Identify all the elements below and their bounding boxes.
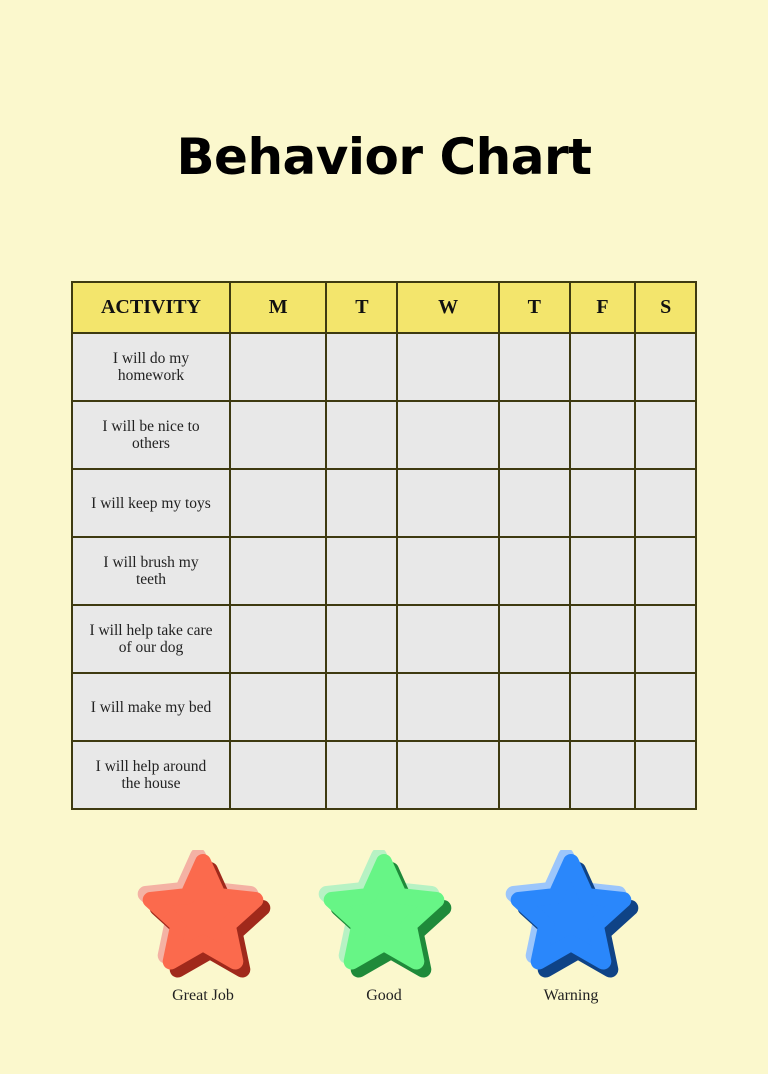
page-title: Behavior Chart [176, 128, 592, 186]
day-cell[interactable] [568, 536, 637, 606]
day-cell[interactable] [396, 536, 500, 606]
day-cell[interactable] [228, 468, 328, 538]
day-cell[interactable] [228, 536, 328, 606]
activity-label: I will brush my teeth [71, 536, 231, 606]
day-cell[interactable] [497, 740, 571, 810]
legend-item: Great Job [123, 850, 283, 1005]
star-icon [505, 850, 639, 978]
header-row: ACTIVITY M T W T F S [71, 281, 697, 334]
day-cell[interactable] [325, 332, 399, 402]
header-activity: ACTIVITY [71, 281, 231, 334]
day-cell[interactable] [568, 740, 637, 810]
day-cell[interactable] [325, 468, 399, 538]
star-icon [318, 850, 452, 978]
activity-label: I will make my bed [71, 672, 231, 742]
header-day: F [568, 281, 637, 334]
activity-label: I will be nice to others [71, 400, 231, 470]
day-cell[interactable] [568, 400, 637, 470]
table-row: I will keep my toys [71, 468, 697, 538]
day-cell[interactable] [634, 740, 697, 810]
table-row: I will help around the house [71, 740, 697, 810]
table-row: I will be nice to others [71, 400, 697, 470]
table-row: I will brush my teeth [71, 536, 697, 606]
day-cell[interactable] [497, 468, 571, 538]
table-row: I will do my homework [71, 332, 697, 402]
day-cell[interactable] [396, 400, 500, 470]
behavior-table: ACTIVITY M T W T F S I will do my homework I wi… [71, 281, 697, 810]
legend-label: Great Job [172, 987, 234, 1004]
legend-label: Warning [543, 987, 599, 1004]
day-cell[interactable] [497, 604, 571, 674]
day-cell[interactable] [497, 332, 571, 402]
day-cell[interactable] [228, 604, 328, 674]
activity-label: I will do my homework [71, 332, 231, 402]
day-cell[interactable] [497, 400, 571, 470]
day-cell[interactable] [325, 740, 399, 810]
legend-item: Warning [491, 850, 651, 1005]
day-cell[interactable] [325, 604, 399, 674]
day-cell[interactable] [568, 468, 637, 538]
day-cell[interactable] [396, 332, 500, 402]
table-row: I will help take care of our dog [71, 604, 697, 674]
day-cell[interactable] [396, 604, 500, 674]
day-cell[interactable] [497, 672, 571, 742]
day-cell[interactable] [325, 536, 399, 606]
day-cell[interactable] [568, 672, 637, 742]
day-cell[interactable] [228, 740, 328, 810]
legend-label: Good [366, 987, 402, 1004]
day-cell[interactable] [396, 468, 500, 538]
day-cell[interactable] [396, 672, 500, 742]
day-cell[interactable] [634, 468, 697, 538]
day-cell[interactable] [634, 672, 697, 742]
activity-label: I will keep my toys [71, 468, 231, 538]
star-icon [137, 850, 271, 978]
day-cell[interactable] [634, 400, 697, 470]
header-day: W [396, 281, 500, 334]
header-day: T [325, 281, 399, 334]
legend-item: Good [304, 850, 464, 1005]
day-cell[interactable] [634, 332, 697, 402]
day-cell[interactable] [325, 400, 399, 470]
day-cell[interactable] [228, 400, 328, 470]
header-day: S [634, 281, 697, 334]
activity-label: I will help around the house [71, 740, 231, 810]
day-cell[interactable] [634, 536, 697, 606]
day-cell[interactable] [396, 740, 500, 810]
table-row: I will make my bed [71, 672, 697, 742]
day-cell[interactable] [325, 672, 399, 742]
day-cell[interactable] [497, 536, 571, 606]
day-cell[interactable] [568, 604, 637, 674]
activity-label: I will help take care of our dog [71, 604, 231, 674]
day-cell[interactable] [568, 332, 637, 402]
day-cell[interactable] [228, 332, 328, 402]
day-cell[interactable] [634, 604, 697, 674]
header-day: M [228, 281, 328, 334]
day-cell[interactable] [228, 672, 328, 742]
header-day: T [497, 281, 571, 334]
